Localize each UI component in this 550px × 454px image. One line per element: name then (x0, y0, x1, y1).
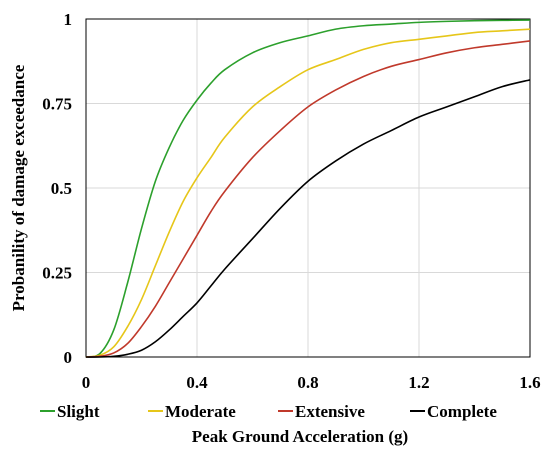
legend-item-extensive: Extensive (278, 402, 365, 421)
grid-layer (86, 19, 530, 357)
x-tick-label: 1.6 (519, 373, 540, 392)
x-tick-label: 0 (82, 373, 91, 392)
legend-label: Slight (57, 402, 100, 421)
legend-label: Moderate (165, 402, 236, 421)
plot-area-border (85, 18, 531, 358)
x-tick-label: 0.4 (186, 373, 208, 392)
tick-labels: 0 0.4 0.8 1.2 1.6 0 0.25 0.5 0.75 1 (42, 10, 540, 392)
legend-label: Extensive (295, 402, 365, 421)
y-tick-label: 0.25 (42, 264, 72, 283)
x-tick-label: 1.2 (408, 373, 429, 392)
legend-item-moderate: Moderate (148, 402, 236, 421)
y-tick-label: 0.5 (51, 179, 72, 198)
y-axis-label: Probanility of damage exceedance (9, 64, 28, 311)
series-line-complete (85, 79, 531, 358)
series-line-extensive (85, 40, 531, 358)
x-axis-label: Peak Ground Acceleration (g) (192, 427, 408, 446)
legend-label: Complete (427, 402, 497, 421)
series-layer (85, 19, 531, 358)
plot-frame (85, 18, 531, 358)
y-tick-label: 0.75 (42, 95, 72, 114)
legend-item-complete: Complete (410, 402, 497, 421)
legend: Slight Moderate Extensive Complete (40, 402, 497, 421)
y-tick-label: 0 (64, 348, 73, 367)
series-line-moderate (85, 28, 531, 358)
series-line-slight (85, 19, 531, 358)
y-tick-label: 1 (64, 10, 73, 29)
legend-item-slight: Slight (40, 402, 100, 421)
x-tick-label: 0.8 (297, 373, 318, 392)
